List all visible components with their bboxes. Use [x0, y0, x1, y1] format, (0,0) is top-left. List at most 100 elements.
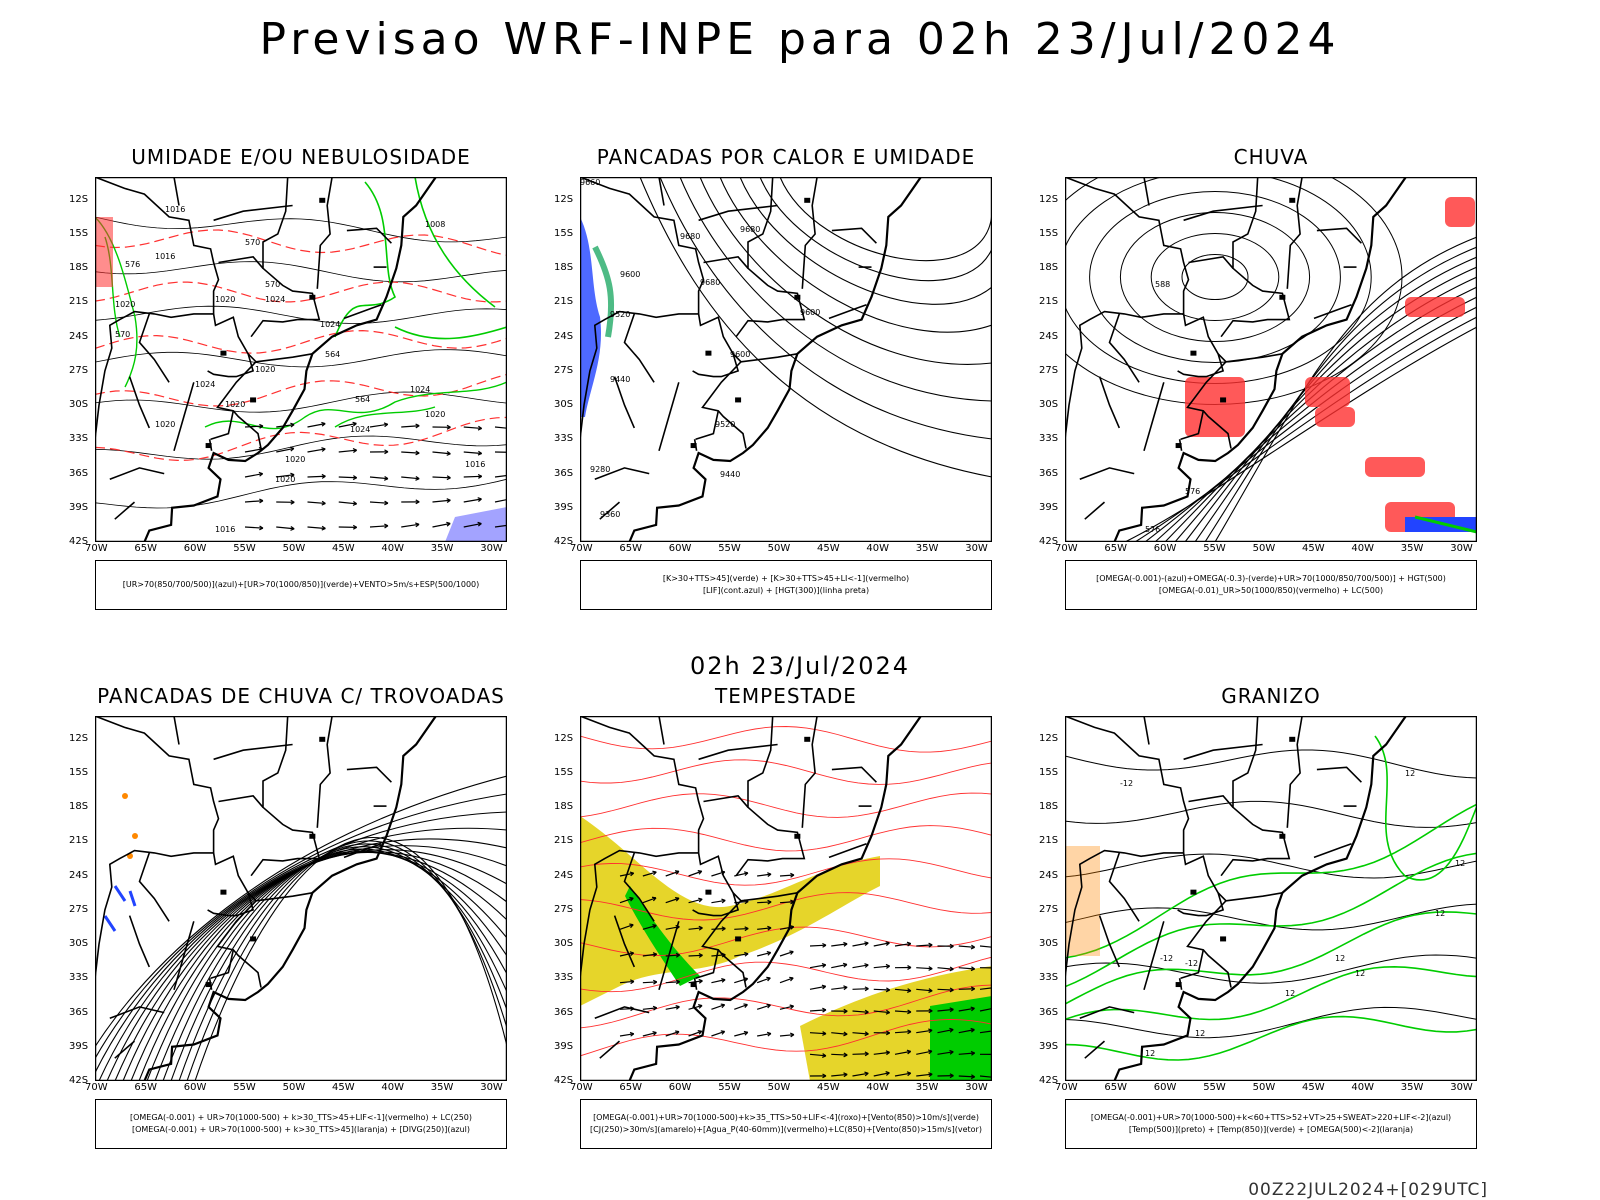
lat-tick-label: 33S	[554, 972, 574, 984]
contour-label: 9360	[600, 510, 620, 519]
lon-tick-label: 40W	[866, 1082, 890, 1093]
lon-tick-label: 65W	[1104, 543, 1128, 554]
forecast-map: 1016 1016 1020 1020 1024 1024 1020 1020 1016 1020…	[95, 177, 507, 542]
contour-label: 576	[125, 260, 140, 269]
contour-label: 12	[1335, 954, 1345, 963]
lat-tick-label: 18S	[69, 801, 89, 813]
contour-label: 9520	[715, 420, 735, 429]
contour-label: 9600	[730, 350, 750, 359]
panel-title: TEMPESTADE	[715, 684, 857, 708]
forecast-time-label: 02h 23/Jul/2024	[689, 652, 911, 680]
lon-tick-label: 50W	[1252, 1082, 1276, 1093]
lat-tick-label: 12S	[554, 193, 574, 205]
lon-tick-label: 70W	[85, 543, 108, 554]
lat-tick-label: 36S	[69, 1006, 89, 1018]
lon-tick-label: 60W	[183, 543, 207, 554]
contour-label: 9680	[740, 225, 760, 234]
lon-tick-label: 55W	[718, 1082, 741, 1093]
lon-tick-label: 35W	[915, 543, 939, 554]
lon-tick-label: 70W	[570, 543, 593, 554]
panel-legend: [K>30+TTS>45](verde) + [K>30+TTS>45+LI<-…	[580, 560, 992, 610]
contour-label: 1020	[225, 400, 245, 409]
lon-tick-label: 70W	[570, 1082, 593, 1093]
contour-label: 570	[245, 238, 260, 247]
contour-label: 1020	[215, 295, 235, 304]
lon-tick-label: 45W	[332, 1082, 355, 1093]
lon-tick-label: 60W	[1153, 1082, 1177, 1093]
lat-tick-label: 30S	[554, 399, 574, 411]
contour-label: 1024	[350, 425, 370, 434]
lat-tick-label: 18S	[1039, 801, 1059, 813]
contour-label: -12	[1160, 954, 1173, 963]
lat-tick-label: 15S	[554, 228, 574, 240]
lat-tick-label: 42S	[1039, 1075, 1059, 1086]
lat-tick-label: 18S	[69, 262, 89, 274]
lat-tick-label: 39S	[1039, 1040, 1059, 1052]
contour-label: 1024	[195, 380, 215, 389]
lon-tick-label: 55W	[233, 543, 256, 554]
lat-tick-label: 12S	[1039, 732, 1059, 744]
lat-tick-label: 36S	[554, 1006, 574, 1018]
contour-label: 576	[1145, 525, 1160, 534]
lat-tick-label: 42S	[69, 1075, 89, 1086]
lat-tick-label: 33S	[1039, 972, 1059, 984]
contour-label: -12	[1120, 779, 1133, 788]
lat-tick-label: 21S	[1039, 835, 1059, 847]
lon-tick-label: 40W	[1351, 1082, 1375, 1093]
lon-tick-label: 50W	[282, 1082, 306, 1093]
lat-tick-label: 30S	[69, 399, 89, 411]
lat-tick-label: 24S	[554, 869, 574, 881]
lon-tick-label: 70W	[1055, 543, 1078, 554]
contour-label: 12	[1435, 909, 1445, 918]
lon-tick-label: 30W	[480, 543, 503, 554]
panel-legend: [OMEGA(-0.001) + UR>70(1000-500) + k>30_…	[95, 1099, 507, 1149]
lon-tick-label: 50W	[767, 543, 791, 554]
lat-tick-label: 33S	[69, 972, 89, 984]
contour-label: 9660	[580, 178, 600, 187]
lat-tick-label: 15S	[1039, 767, 1059, 779]
lat-tick-label: 42S	[69, 536, 89, 547]
forecast-map: -12 -12 12 12 12 12 12 12 12 12 -12	[1065, 716, 1477, 1081]
contour-label: 1016	[465, 460, 485, 469]
forecast-panel: TEMPESTADE 12S 15S 18S 21S 24S 27S 30S 33S 36S 39S…	[554, 684, 1060, 1154]
lat-tick-label: 15S	[1039, 228, 1059, 240]
lat-tick-label: 42S	[1039, 536, 1059, 547]
lat-tick-label: 15S	[69, 767, 89, 779]
panel-title: PANCADAS DE CHUVA C/ TROVOADAS	[97, 684, 505, 708]
forecast-map: 9680 9680 9680 9600 9520 9600 9600 9520 9440 9440…	[580, 177, 992, 542]
lon-tick-label: 50W	[282, 543, 306, 554]
lat-tick-label: 27S	[554, 364, 574, 376]
contour-label: 12	[1145, 1049, 1155, 1058]
lat-tick-label: 18S	[554, 801, 574, 813]
panel-title: CHUVA	[1233, 145, 1309, 169]
lat-tick-label: 24S	[69, 869, 89, 881]
lat-tick-label: 39S	[1039, 501, 1059, 513]
lat-tick-label: 27S	[554, 903, 574, 915]
contour-label: 1008	[425, 220, 445, 229]
contour-label: 9680	[680, 232, 700, 241]
contour-label: 1020	[115, 300, 135, 309]
lon-tick-label: 30W	[1450, 1082, 1473, 1093]
lat-tick-label: 27S	[1039, 903, 1059, 915]
lat-tick-label: 21S	[1039, 296, 1059, 308]
contour-label: 9440	[720, 470, 740, 479]
lat-tick-label: 39S	[554, 501, 574, 513]
contour-label: 1020	[425, 410, 445, 419]
lon-tick-label: 70W	[85, 1082, 108, 1093]
contour-label: 1024	[265, 295, 285, 304]
lon-tick-label: 30W	[1450, 543, 1473, 554]
lon-tick-label: 45W	[1302, 1082, 1325, 1093]
panel-legend: [OMEGA(-0.001)-(azul)+OMEGA(-0.3)-(verde…	[1065, 560, 1477, 610]
lon-tick-label: 45W	[817, 543, 840, 554]
contour-label: 564	[325, 350, 340, 359]
lat-tick-label: 12S	[1039, 193, 1059, 205]
contour-label: 576	[1185, 487, 1200, 496]
lat-tick-label: 27S	[69, 903, 89, 915]
lon-tick-label: 40W	[381, 543, 405, 554]
main-title: Previsao WRF-INPE para 02h 23/Jul/2024	[259, 14, 1341, 65]
legend-line: [UR>70(850/700/500)](azul)+[UR>70(1000/8…	[122, 580, 480, 589]
contour-label: 9280	[590, 465, 610, 474]
contour-label: 12	[1405, 769, 1415, 778]
lon-tick-label: 50W	[1252, 543, 1276, 554]
lon-tick-label: 40W	[866, 543, 890, 554]
